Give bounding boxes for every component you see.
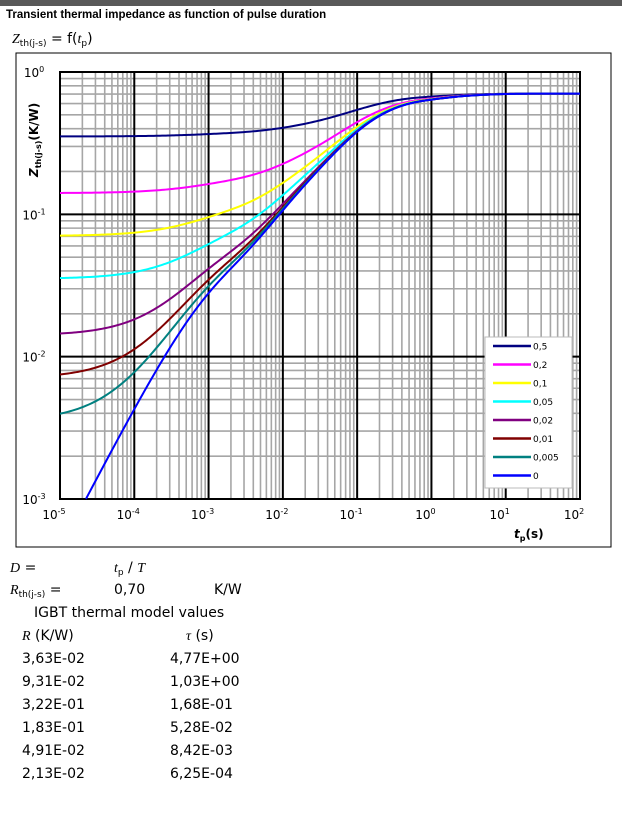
slash: /	[123, 560, 138, 576]
y-tick-label: 10-3	[22, 492, 45, 507]
r-symbol: R	[10, 583, 19, 598]
x-tick-label: 102	[564, 507, 584, 522]
y-tick-label: 100	[24, 65, 44, 80]
model-r-value: 2,13E-02	[22, 766, 85, 782]
z-subscript: th(j-s)	[19, 39, 47, 49]
legend-label: 0	[533, 472, 539, 482]
d-symbol: D	[10, 561, 21, 576]
x-tick-label: 100	[415, 507, 435, 522]
duty-cycle-label: D =	[10, 560, 36, 577]
legend: 0,5 0,2 0,1 0,05 0,02 0,01 0,005 0	[484, 336, 573, 489]
y-axis-label: Zth(j-s)(K/W)	[27, 103, 43, 178]
legend-label: 0,005	[533, 454, 559, 464]
series-layer	[59, 92, 580, 500]
top-bar	[0, 0, 622, 6]
y-tick-label: 10-2	[22, 350, 45, 365]
legend-label: 0,2	[533, 361, 547, 371]
function-close: )	[87, 31, 93, 47]
tp-subscript: p	[117, 568, 124, 578]
col-r-symbol: R	[22, 629, 31, 644]
col-tau-header: τ (s)	[186, 628, 214, 645]
legend-label: 0,05	[533, 398, 553, 408]
model-tau-value: 5,28E-02	[170, 720, 233, 736]
legend-box	[484, 336, 573, 489]
impedance-function-label: Zth(j-s) = f(tp)	[12, 31, 93, 49]
legend-label: 0,1	[533, 380, 547, 390]
x-tick-label: 10-4	[117, 507, 140, 522]
d-equals: =	[20, 560, 37, 576]
model-r-value: 1,83E-01	[22, 720, 85, 736]
model-tau-value: 1,68E-01	[170, 697, 233, 713]
rth-unit: K/W	[214, 582, 242, 598]
rth-label: Rth(j-s) =	[10, 582, 61, 600]
model-r-value: 3,63E-02	[22, 651, 85, 667]
period-symbol: T	[137, 561, 146, 576]
function-eq: = f(	[46, 31, 78, 47]
col-tau-symbol: τ	[186, 629, 192, 644]
plot-area-border	[59, 71, 581, 500]
t-symbol: t	[77, 32, 82, 47]
model-title: IGBT thermal model values	[34, 605, 225, 621]
col-r-unit: (K/W)	[30, 628, 74, 644]
legend-label: 0,5	[533, 343, 547, 353]
x-axis-label: tp(s)	[514, 527, 544, 543]
x-tick-label: 10-3	[191, 507, 214, 522]
model-tau-value: 8,42E-03	[170, 743, 233, 759]
x-tick-label: 10-5	[42, 507, 65, 522]
tp-symbol: t	[114, 561, 118, 576]
r-equals: =	[45, 582, 62, 598]
series-line-7	[85, 92, 580, 500]
legend-label: 0,01	[533, 435, 553, 445]
x-tick-labels: 10-5 10-4 10-3 10-2 10-1 100 101 102	[42, 507, 584, 522]
r-subscript: th(j-s)	[18, 590, 46, 600]
impedance-chart: 10-5 10-4 10-3 10-2 10-1 100 101 102 10010-110-…	[15, 52, 612, 548]
duty-cycle-formula: tp / T	[114, 560, 145, 578]
chart-title: Transient thermal impedance as function …	[6, 9, 327, 21]
y-tick-label: 10-1	[22, 207, 45, 222]
t-subscript: p	[81, 39, 88, 49]
model-r-value: 3,22E-01	[22, 697, 85, 713]
x-tick-label: 10-1	[340, 507, 363, 522]
y-tick-labels: 100 10-1 10-2 10-3	[22, 65, 45, 507]
model-tau-value: 4,77E+00	[170, 651, 240, 667]
model-tau-value: 6,25E-04	[170, 766, 233, 782]
x-tick-label: 10-2	[265, 507, 288, 522]
x-tick-label: 101	[490, 507, 510, 522]
rth-value: 0,70	[114, 582, 146, 598]
col-tau-unit: (s)	[191, 628, 214, 644]
model-tau-value: 1,03E+00	[170, 674, 240, 690]
legend-label: 0,02	[533, 417, 553, 427]
model-r-value: 9,31E-02	[22, 674, 85, 690]
model-r-value: 4,91E-02	[22, 743, 85, 759]
col-r-header: R (K/W)	[22, 628, 74, 645]
z-symbol: Z	[12, 32, 20, 47]
